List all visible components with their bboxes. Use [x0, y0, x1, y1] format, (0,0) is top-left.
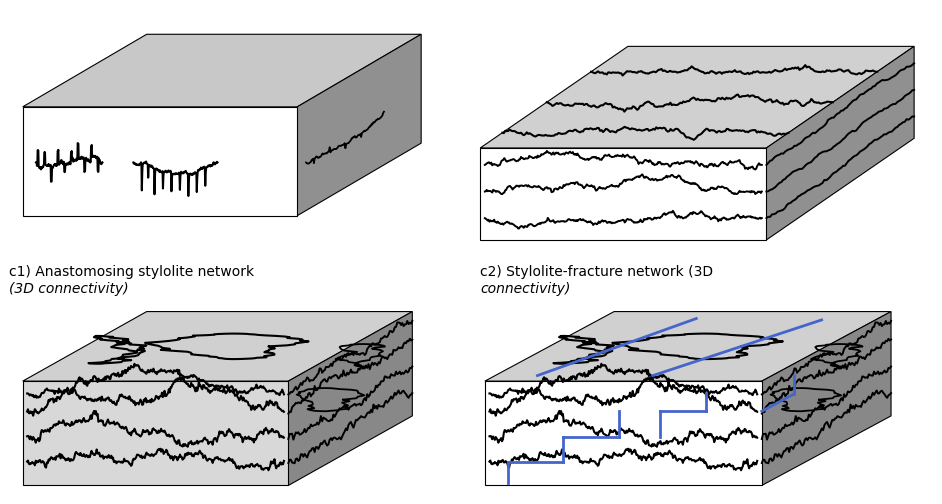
Polygon shape: [23, 311, 413, 381]
Polygon shape: [288, 311, 413, 485]
Polygon shape: [23, 381, 288, 485]
Polygon shape: [480, 148, 767, 240]
Polygon shape: [485, 311, 891, 381]
Polygon shape: [480, 46, 914, 148]
Text: c2) Stylolite-fracture network (3D: c2) Stylolite-fracture network (3D: [480, 265, 713, 279]
Text: c1) Anastomosing stylolite network: c1) Anastomosing stylolite network: [9, 265, 254, 279]
Text: connectivity): connectivity): [480, 282, 571, 296]
Polygon shape: [23, 107, 298, 216]
Polygon shape: [767, 46, 914, 240]
Polygon shape: [298, 34, 421, 216]
Polygon shape: [23, 34, 421, 107]
Polygon shape: [485, 381, 762, 485]
Polygon shape: [762, 311, 891, 485]
Text: (3D connectivity): (3D connectivity): [9, 282, 129, 296]
